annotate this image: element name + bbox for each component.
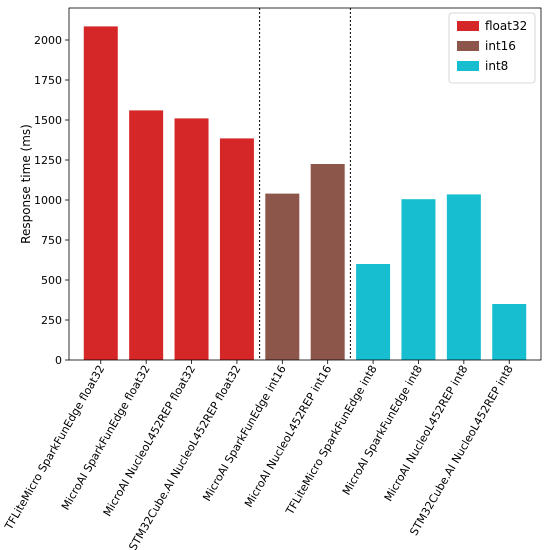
x-tick-label: MicroAI NucleoL452REP int8 bbox=[382, 363, 471, 504]
y-tick-label: 1750 bbox=[34, 74, 62, 87]
y-tick-label: 1500 bbox=[34, 114, 62, 127]
y-tick-label: 250 bbox=[41, 314, 62, 327]
bar-10 bbox=[492, 304, 527, 360]
legend-swatch-int16 bbox=[457, 41, 479, 51]
bar-3 bbox=[174, 118, 209, 361]
x-tick-label: TFLiteMicro SparkFunEdge int8 bbox=[283, 363, 380, 518]
x-tick-label: MicroAI SparkFunEdge float32 bbox=[59, 363, 153, 512]
y-axis-label: Response time (ms) bbox=[19, 124, 33, 244]
bar-7 bbox=[356, 264, 391, 360]
bar-9 bbox=[446, 194, 481, 360]
legend: float32 int16 int8 bbox=[448, 12, 536, 84]
bar-1 bbox=[83, 26, 118, 361]
bar-2 bbox=[129, 110, 164, 361]
bar-8 bbox=[401, 199, 436, 360]
y-tick-label: 2000 bbox=[34, 34, 62, 47]
plot-frame bbox=[68, 7, 542, 361]
x-axis-ticks: TFLiteMicro SparkFunEdge float32MicroAI … bbox=[2, 360, 516, 550]
y-axis-ticks: 0 250 500 750 1000 1250 1500 1750 2000 bbox=[34, 34, 69, 367]
y-tick-label: 0 bbox=[55, 354, 62, 367]
x-tick-label: MicroAI SparkFunEdge int16 bbox=[200, 363, 289, 503]
bar-5 bbox=[265, 193, 300, 360]
bars-layer bbox=[83, 26, 527, 361]
legend-label-int8: int8 bbox=[485, 59, 508, 73]
x-tick-label: MicroAI NucleoL452REP int16 bbox=[242, 363, 334, 510]
legend-swatch-float32 bbox=[457, 21, 479, 31]
axes-frame bbox=[68, 7, 542, 361]
x-tick-label: MicroAI SparkFunEdge int8 bbox=[340, 363, 425, 497]
y-tick-label: 500 bbox=[41, 274, 62, 287]
bar-4 bbox=[219, 138, 254, 360]
bar-6 bbox=[310, 164, 345, 360]
legend-label-float32: float32 bbox=[485, 19, 527, 33]
y-tick-label: 750 bbox=[41, 234, 62, 247]
y-tick-label: 1000 bbox=[34, 194, 62, 207]
group-separators bbox=[259, 8, 351, 360]
x-tick-label: MicroAI NucleoL452REP float32 bbox=[101, 363, 198, 519]
legend-swatch-int8 bbox=[457, 61, 479, 71]
y-tick-label: 1250 bbox=[34, 154, 62, 167]
legend-label-int16: int16 bbox=[485, 39, 516, 53]
